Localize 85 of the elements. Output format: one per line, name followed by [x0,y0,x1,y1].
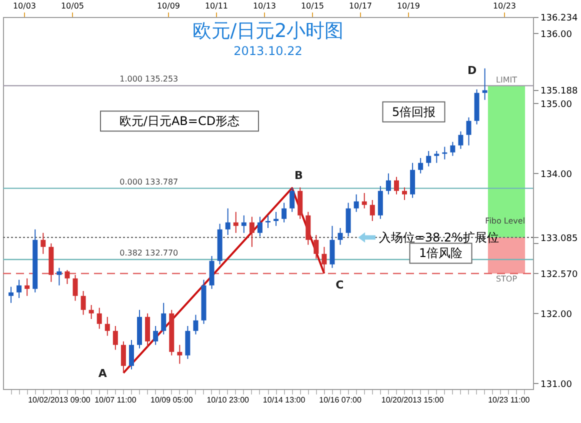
x-tick-label: 10/02/2013 09:00 [28,396,91,404]
annotation: B [294,169,303,182]
candlestick [96,307,102,330]
candlestick [88,304,94,320]
x2-tick-label: 10/17 [348,2,372,10]
candlestick [338,227,343,246]
annotation: 入场位=38.2%扩展位 [378,230,499,244]
x2-tick-label: 10/05 [60,2,84,10]
candlestick [266,214,270,228]
candlestick [16,279,22,298]
x2-tick-label: 10/09 [156,2,180,10]
annotation: 欧元/日元AB=CD形态 [119,114,240,128]
candlestick [80,290,86,316]
band-label: STOP [496,274,518,284]
candlestick [418,157,424,174]
annotation: 5倍回报 [392,104,436,119]
candlestick [322,246,327,274]
candlestick [274,211,279,226]
y-tick-label: 134.00 [540,170,572,180]
candlestick [482,68,488,100]
x-tick-label: 10/09 05:00 [150,396,194,404]
ref-line-label: 1.000 135.253 [120,74,178,84]
candlestick [394,176,399,195]
ref-line-label: 0.382 132.770 [120,248,178,258]
candlestick [370,199,375,222]
x-tick-label: 10/07 11:00 [94,396,137,404]
candlestick [314,234,319,260]
band-label: LIMIT [496,76,518,85]
candlestick [386,172,391,195]
candlestick [56,267,62,286]
text: 2013.10.22 [234,44,302,58]
candlestick [290,188,295,212]
candlestick [120,340,126,374]
candlestick [128,339,134,370]
y-tick-label: 132.00 [540,310,572,320]
x-tick-label: 10/10 23:00 [206,396,250,404]
candlestick [112,325,118,350]
x-tick-label: 10/14 13:00 [262,396,306,404]
y-tick-label: 131.00 [540,380,572,390]
candlestick [24,278,30,296]
x2-tick-label: 10/23 [492,2,516,10]
x2-tick-label: 10/03 [12,2,36,10]
y-tick-label: 135.00 [540,100,572,110]
candlestick [8,286,14,304]
candlestick [442,146,448,160]
candlestick [426,150,432,167]
candlestick [64,269,70,284]
chart-title: 欧元/日元2小时图 [192,20,344,42]
x-tick-label: 10/20/2013 15:00 [381,396,444,404]
candlestick [249,216,254,248]
candlestick [434,150,440,164]
candlestick [40,232,46,254]
y-tick-label: 136.00 [540,30,572,40]
candlestick [282,202,287,223]
y-tick-label: 135.188 [540,86,578,97]
candlestick [362,192,367,209]
x2-tick-label: 10/19 [396,2,420,10]
candlestick [241,214,246,234]
x-tick-label: 10/23 11:00 [488,396,530,404]
annotation: A [98,367,108,380]
annotation: D [467,64,477,77]
candlestick [354,194,359,212]
candlestick [402,186,408,200]
y-tick-label: 132.570 [540,270,578,280]
x2-tick-label: 10/13 [252,2,276,10]
candlestick [153,325,158,346]
y-tick-label: 136.234 [540,14,578,24]
annotation: 1倍风险 [418,246,463,260]
candlestick [458,130,464,150]
annotation: C [336,278,344,292]
ref-line-label: 0.000 133.787 [120,177,178,186]
candlestick [177,344,182,364]
candlestick [450,141,456,156]
candlestick [161,302,166,335]
candlestick [72,274,78,302]
candlestick [466,116,472,146]
candlestick [233,211,238,234]
candlestick [193,314,198,335]
x2-tick-label: 10/15 [300,2,324,10]
candlestick [225,208,230,236]
candlestick [104,316,110,336]
x2-tick-label: 10/11 [204,2,228,10]
candlestick [257,216,262,237]
x-tick-label: 10/16 07:00 [319,396,362,404]
y-tick-label: 133.085 [540,234,578,244]
